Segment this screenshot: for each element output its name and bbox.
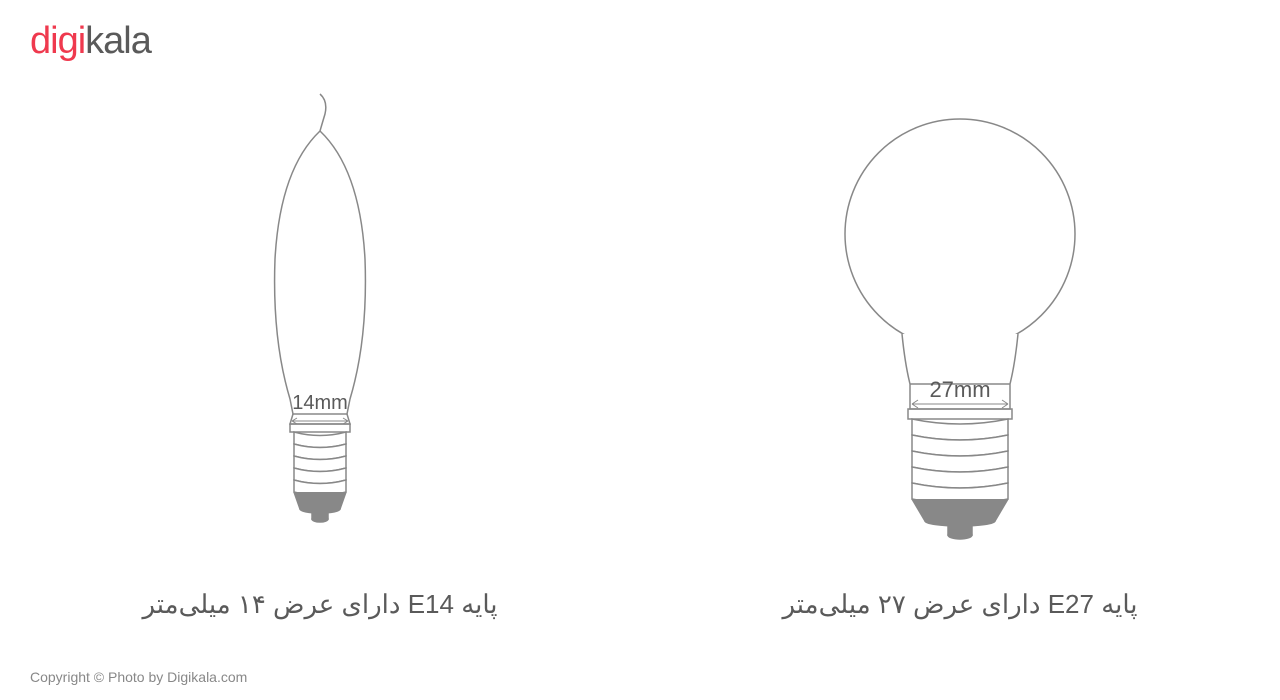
e14-measurement-label: 14mm bbox=[292, 392, 348, 414]
e14-caption: پایه E14 دارای عرض ۱۴ میلی‌متر bbox=[142, 589, 497, 620]
e14-bulb-illustration: 14mm bbox=[220, 89, 420, 569]
bulbs-diagram-container: 14mm پایه E14 دارای عرض ۱۴ میلی‌متر bbox=[0, 60, 1280, 620]
e27-bulb-illustration: 27mm bbox=[830, 89, 1090, 569]
e14-bulb-group: 14mm پایه E14 دارای عرض ۱۴ میلی‌متر bbox=[32, 89, 608, 620]
copyright-text: Copyright © Photo by Digikala.com bbox=[30, 669, 247, 685]
e27-caption: پایه E27 دارای عرض ۲۷ میلی‌متر bbox=[782, 589, 1137, 620]
e27-measurement-label: 27mm bbox=[929, 377, 990, 402]
logo-part-1: digi bbox=[30, 20, 85, 62]
e27-bulb-group: 27mm پایه E27 دارای عرض ۲۷ میلی‌متر bbox=[672, 89, 1248, 620]
logo-part-2: kala bbox=[85, 20, 151, 62]
brand-logo: digikala bbox=[30, 20, 151, 63]
